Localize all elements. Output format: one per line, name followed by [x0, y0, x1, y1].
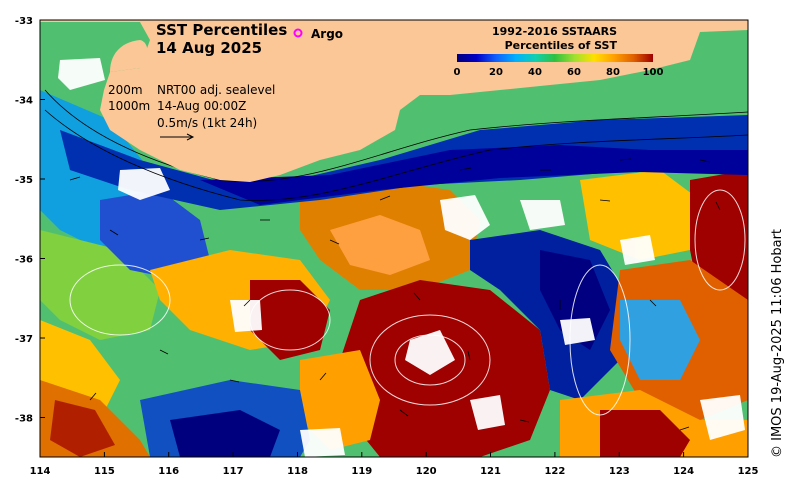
- colorbar-tick: 100: [643, 67, 664, 78]
- colorbar-tick: 60: [567, 67, 581, 78]
- argo-marker-icon: [293, 28, 303, 38]
- x-axis: 114 115 116 117 118 119 120 121 122 123 …: [30, 452, 759, 477]
- y-tick-label: -33: [15, 16, 33, 27]
- x-tick-label: 121: [480, 466, 501, 477]
- colorbar-tick: 80: [606, 67, 620, 78]
- sst-field: [40, 20, 748, 457]
- x-tick-label: 125: [738, 466, 759, 477]
- isobath-200-label: 200m: [108, 83, 143, 97]
- x-tick-label: 118: [287, 466, 308, 477]
- x-tick-label: 124: [673, 466, 694, 477]
- x-tick-label: 119: [351, 466, 372, 477]
- x-tick-label: 123: [609, 466, 630, 477]
- colorbar-tick: 0: [454, 67, 461, 78]
- colorbar-tick: 20: [489, 67, 503, 78]
- map-date: 14 Aug 2025: [156, 39, 262, 57]
- y-tick-label: -38: [15, 414, 33, 425]
- credit-label: © IMOS 19-Aug-2025 11:06 Hobart: [770, 229, 785, 458]
- vector-scale-label: 0.5m/s (1kt 24h): [157, 116, 257, 130]
- y-axis: -33 -34 -35 -36 -37 -38: [15, 16, 45, 425]
- map-title: SST Percentiles: [156, 21, 287, 39]
- colorbar-tick: 40: [528, 67, 542, 78]
- colorbar-subtitle: Percentiles of SST: [505, 39, 618, 52]
- isobath-1000-label: 1000m: [108, 99, 150, 113]
- vector-scale-arrow-icon: [160, 133, 195, 141]
- colorbar-title: 1992-2016 SSTAARS: [492, 25, 617, 38]
- colorbar: [457, 54, 653, 62]
- y-tick-label: -37: [15, 334, 33, 345]
- y-tick-label: -35: [15, 175, 33, 186]
- y-tick-label: -36: [15, 255, 33, 266]
- x-tick-label: 115: [94, 466, 115, 477]
- x-tick-label: 122: [544, 466, 565, 477]
- x-tick-label: 114: [30, 466, 51, 477]
- y-tick-label: -34: [15, 96, 33, 107]
- x-tick-label: 120: [416, 466, 437, 477]
- plot-frame: [39, 19, 749, 458]
- x-tick-label: 116: [158, 466, 179, 477]
- argo-label: Argo: [311, 27, 343, 41]
- current-product-label: NRT00 adj. sealevel: [157, 83, 275, 97]
- current-time-label: 14-Aug 00:00Z: [157, 99, 246, 113]
- x-tick-label: 117: [223, 466, 244, 477]
